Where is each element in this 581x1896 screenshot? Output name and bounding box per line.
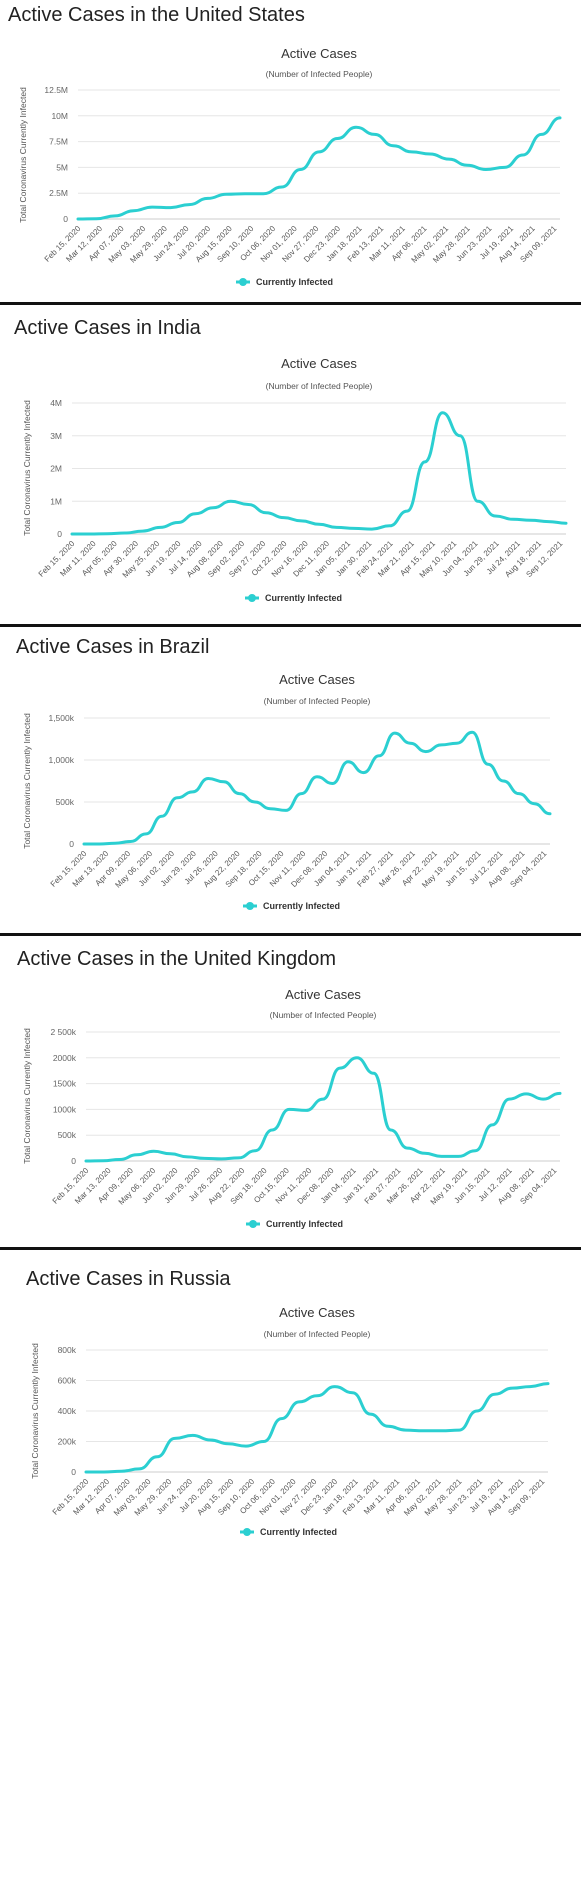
legend-label: Currently Infected	[266, 1219, 343, 1229]
panel-divider	[0, 302, 581, 305]
y-axis-label: Total Coronavirus Currently Infected	[18, 87, 28, 223]
chart-subtitle: (Number of Infected People)	[266, 69, 373, 79]
y-tick-label: 5M	[56, 162, 68, 172]
series-line-currently-infected	[84, 1056, 562, 1163]
series-line-currently-infected	[76, 116, 562, 221]
chart-subtitle: (Number of Infected People)	[264, 696, 371, 706]
y-tick-label: 1M	[50, 496, 62, 506]
series-line-currently-infected	[82, 730, 552, 846]
y-tick-label: 4M	[50, 398, 62, 408]
chart-title: Active Cases	[281, 46, 357, 61]
y-tick-label: 7.5M	[49, 137, 68, 147]
y-tick-label: 0	[69, 839, 74, 849]
chart-title: Active Cases	[279, 672, 355, 687]
line-chart: Active Cases (Number of Infected People) 0…	[22, 987, 562, 1229]
y-tick-label: 12.5M	[44, 85, 68, 95]
y-axis-label: Total Coronavirus Currently Infected	[22, 1028, 32, 1164]
chart-title: Active Cases	[279, 1305, 355, 1320]
chart-panel-india: Active Cases in India	[0, 305, 581, 624]
chart-title: Active Cases	[281, 356, 357, 371]
chart-panel-russia: Active Cases in Russia	[0, 1250, 581, 1896]
chart-subtitle: (Number of Infected People)	[270, 1010, 377, 1020]
legend-marker	[243, 1528, 251, 1536]
legend-marker	[246, 902, 254, 910]
y-tick-label: 0	[71, 1467, 76, 1477]
y-tick-label: 800k	[58, 1345, 77, 1355]
panel-heading: Active Cases in the United States	[8, 4, 305, 26]
chart-title: Active Cases	[285, 987, 361, 1002]
y-tick-label: 2000k	[53, 1053, 77, 1063]
y-tick-label: 0	[63, 214, 68, 224]
y-tick-label: 0	[57, 529, 62, 539]
y-tick-label: 0	[71, 1156, 76, 1166]
y-tick-label: 3M	[50, 431, 62, 441]
y-axis-label: Total Coronavirus Currently Infected	[30, 1343, 40, 1479]
legend-label: Currently Infected	[265, 593, 342, 603]
series-line-currently-infected	[70, 411, 568, 536]
panel-heading: Active Cases in Brazil	[16, 636, 210, 658]
y-axis-label: Total Coronavirus Currently Infected	[22, 713, 32, 849]
line-chart: Active Cases (Number of Infected People) 0…	[18, 46, 562, 287]
chart-panel-uk: Active Cases in the United Kingdom	[0, 936, 581, 1247]
y-tick-label: 2 500k	[50, 1027, 76, 1037]
legend-marker	[249, 1220, 257, 1228]
chart-subtitle: (Number of Infected People)	[264, 1329, 371, 1339]
y-tick-label: 2.5M	[49, 188, 68, 198]
line-chart: Active Cases (Number of Infected People) 0…	[30, 1305, 550, 1537]
panel-heading: Active Cases in the United Kingdom	[17, 948, 337, 970]
y-tick-label: 1000k	[53, 1104, 77, 1114]
panel-divider	[0, 624, 581, 627]
y-tick-label: 10M	[51, 111, 68, 121]
y-tick-label: 1,500k	[48, 713, 74, 723]
panel-divider	[0, 1247, 581, 1250]
panel-divider	[0, 933, 581, 936]
y-tick-label: 1,000k	[48, 755, 74, 765]
panel-heading: Active Cases in India	[14, 317, 201, 339]
legend-marker	[248, 594, 256, 602]
y-tick-label: 2M	[50, 464, 62, 474]
y-tick-label: 1500k	[53, 1079, 77, 1089]
y-tick-label: 500k	[56, 797, 75, 807]
y-axis-label: Total Coronavirus Currently Infected	[22, 400, 32, 536]
chart-panel-brazil: Active Cases in Brazil	[0, 627, 581, 933]
chart-subtitle: (Number of Infected People)	[266, 381, 373, 391]
line-chart: Active Cases (Number of Infected People) 0…	[22, 356, 568, 603]
series-line-currently-infected	[84, 1382, 550, 1474]
y-tick-label: 400k	[58, 1406, 77, 1416]
y-tick-label: 600k	[58, 1376, 77, 1386]
legend-marker	[239, 278, 247, 286]
chart-panel-us: Active Cases in the United States	[0, 0, 581, 302]
legend-label: Currently Infected	[260, 1527, 337, 1537]
y-tick-label: 200k	[58, 1437, 77, 1447]
legend-label: Currently Infected	[256, 277, 333, 287]
legend-label: Currently Infected	[263, 901, 340, 911]
panel-heading: Active Cases in Russia	[26, 1268, 231, 1290]
y-tick-label: 500k	[58, 1130, 77, 1140]
line-chart: Active Cases (Number of Infected People) 0…	[22, 672, 552, 911]
